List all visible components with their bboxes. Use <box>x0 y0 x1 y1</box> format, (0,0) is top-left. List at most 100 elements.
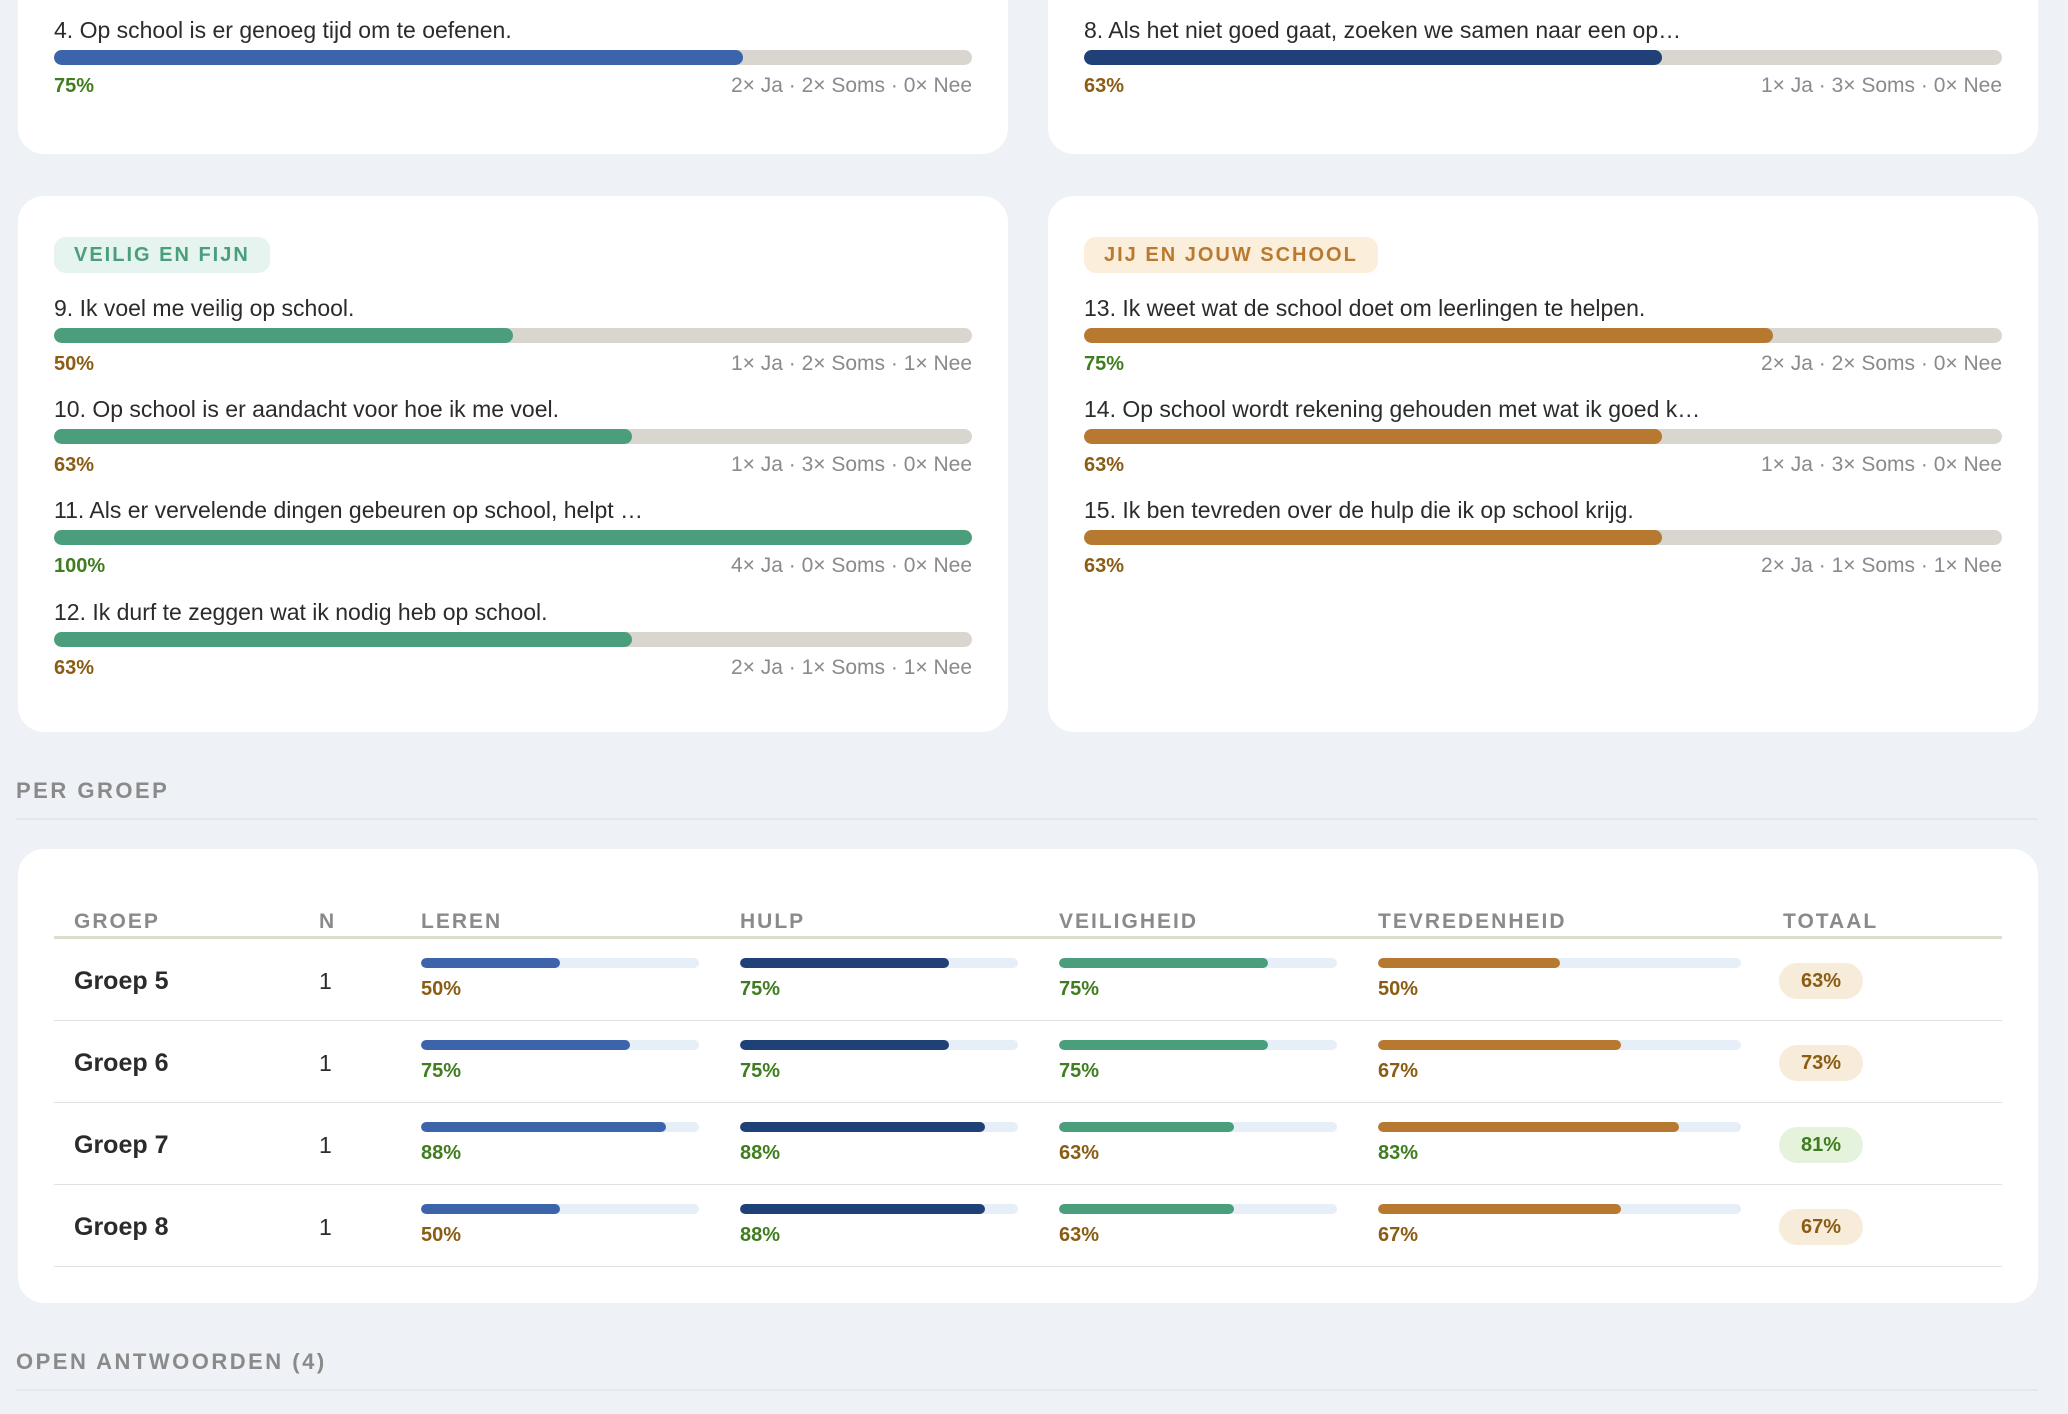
tevredenheid-score: 67% <box>1378 1204 1741 1254</box>
column-header-leren: LEREN <box>421 910 503 933</box>
question-percentage: 63% <box>1084 454 1125 476</box>
score-bar-fill <box>421 1204 560 1214</box>
score-bar-fill <box>421 1122 666 1132</box>
table-header-divider <box>54 936 2002 939</box>
question-text: 8. Als het niet goed gaat, zoeken we sam… <box>1084 17 1682 43</box>
question-bar-track <box>54 429 972 444</box>
score-bar-fill <box>421 1040 630 1050</box>
group-table-card: GROEP N LEREN HULP VEILIGHEID TEVREDENHE… <box>18 849 2038 1303</box>
question-8: 8. Als het niet goed gaat, zoeken we sam… <box>1084 16 2002 114</box>
question-11: 11. Als er vervelende dingen gebeuren op… <box>54 496 972 594</box>
score-percentage: 50% <box>421 978 462 1000</box>
question-counts: 4× Ja · 0× Soms · 0× Nee <box>730 554 972 577</box>
score-percentage: 50% <box>1378 978 1419 1000</box>
score-percentage: 75% <box>421 1060 462 1082</box>
question-bar-fill <box>54 632 633 647</box>
total-badge: 63% <box>1779 963 1863 999</box>
question-card-hulp: 8. Als het niet goed gaat, zoeken we sam… <box>1048 0 2038 154</box>
question-counts: 1× Ja · 3× Soms · 0× Nee <box>1760 453 2002 476</box>
question-text: 11. Als er vervelende dingen gebeuren op… <box>54 497 644 523</box>
leren-score: 50% <box>421 958 699 1008</box>
score-bar-track <box>421 1122 699 1132</box>
score-bar-fill <box>1378 1040 1622 1050</box>
leren-score: 50% <box>421 1204 699 1254</box>
score-percentage: 50% <box>421 1224 462 1246</box>
section-divider <box>16 1389 2038 1391</box>
score-bar-fill <box>1059 1204 1235 1214</box>
total-badge: 73% <box>1779 1045 1863 1081</box>
score-bar-fill <box>1059 958 1268 968</box>
question-bar-fill <box>54 328 513 343</box>
group-count: 1 <box>319 1132 332 1158</box>
score-percentage: 63% <box>1059 1224 1100 1246</box>
question-15: 15. Ik ben tevreden over de hulp die ik … <box>1084 496 2002 594</box>
score-bar-track <box>421 1040 699 1050</box>
score-percentage: 88% <box>740 1224 781 1246</box>
score-bar-track <box>1378 1204 1741 1214</box>
score-bar-track <box>1378 958 1741 968</box>
group-name: Groep 6 <box>74 1049 169 1077</box>
question-percentage: 100% <box>54 555 106 577</box>
question-bar-track <box>54 632 972 647</box>
table-row-groep-7: Groep 7 1 88% 88% 63% 83% 81% <box>54 1103 2002 1185</box>
question-bar-fill <box>1084 429 1663 444</box>
question-bar-track <box>1084 429 2002 444</box>
row-divider <box>54 1020 2002 1021</box>
score-percentage: 67% <box>1378 1060 1419 1082</box>
question-percentage: 75% <box>1084 353 1125 375</box>
question-bar-track <box>54 530 972 545</box>
score-percentage: 88% <box>421 1142 462 1164</box>
score-percentage: 63% <box>1059 1142 1100 1164</box>
score-percentage: 75% <box>740 1060 781 1082</box>
question-text: 13. Ik weet wat de school doet om leerli… <box>1084 295 1646 321</box>
leren-score: 75% <box>421 1040 699 1090</box>
score-bar-track <box>1378 1122 1741 1132</box>
section-divider <box>16 818 2038 820</box>
column-header-groep: GROEP <box>74 910 160 933</box>
question-percentage: 75% <box>54 75 95 97</box>
question-counts: 1× Ja · 3× Soms · 0× Nee <box>730 453 972 476</box>
question-bar-track <box>1084 530 2002 545</box>
group-name: Groep 5 <box>74 967 169 995</box>
score-percentage: 67% <box>1378 1224 1419 1246</box>
leren-score: 88% <box>421 1122 699 1172</box>
group-count: 1 <box>319 968 332 994</box>
group-name: Groep 7 <box>74 1131 169 1159</box>
question-13: 13. Ik weet wat de school doet om leerli… <box>1084 294 2002 392</box>
column-header-veiligheid: VEILIGHEID <box>1059 910 1199 933</box>
column-header-totaal: TOTAAL <box>1783 910 1879 933</box>
score-bar-fill <box>1059 1122 1235 1132</box>
question-percentage: 63% <box>1084 75 1125 97</box>
veiligheid-score: 63% <box>1059 1204 1337 1254</box>
hulp-score: 88% <box>740 1122 1018 1172</box>
question-bar-fill <box>54 530 972 545</box>
question-10: 10. Op school is er aandacht voor hoe ik… <box>54 395 972 493</box>
question-counts: 2× Ja · 1× Soms · 1× Nee <box>730 656 972 679</box>
score-bar-fill <box>740 958 949 968</box>
total-badge: 67% <box>1779 1209 1863 1245</box>
question-percentage: 63% <box>1084 555 1125 577</box>
veiligheid-score: 75% <box>1059 958 1337 1008</box>
table-row-groep-8: Groep 8 1 50% 88% 63% 67% 67% <box>54 1185 2002 1267</box>
column-header-hulp: HULP <box>740 910 806 933</box>
group-count: 1 <box>319 1050 332 1076</box>
question-counts: 2× Ja · 1× Soms · 1× Nee <box>1760 554 2002 577</box>
row-divider <box>54 1184 2002 1185</box>
tevredenheid-score: 67% <box>1378 1040 1741 1090</box>
group-name: Groep 8 <box>74 1213 169 1241</box>
score-bar-track <box>421 958 699 968</box>
question-bar-fill <box>54 429 633 444</box>
score-bar-fill <box>1378 1204 1622 1214</box>
row-divider <box>54 1266 2002 1267</box>
total-badge: 81% <box>1779 1127 1863 1163</box>
question-4: 4. Op school is er genoeg tijd om te oef… <box>54 16 972 114</box>
question-14: 14. Op school wordt rekening gehouden me… <box>1084 395 2002 493</box>
score-bar-track <box>1059 1122 1337 1132</box>
category-tag: JIJ EN JOUW SCHOOL <box>1084 237 1378 273</box>
question-counts: 2× Ja · 2× Soms · 0× Nee <box>730 74 972 97</box>
question-bar-track <box>1084 328 2002 343</box>
question-text: 4. Op school is er genoeg tijd om te oef… <box>54 17 512 43</box>
column-header-n: N <box>319 910 337 933</box>
score-bar-track <box>421 1204 699 1214</box>
